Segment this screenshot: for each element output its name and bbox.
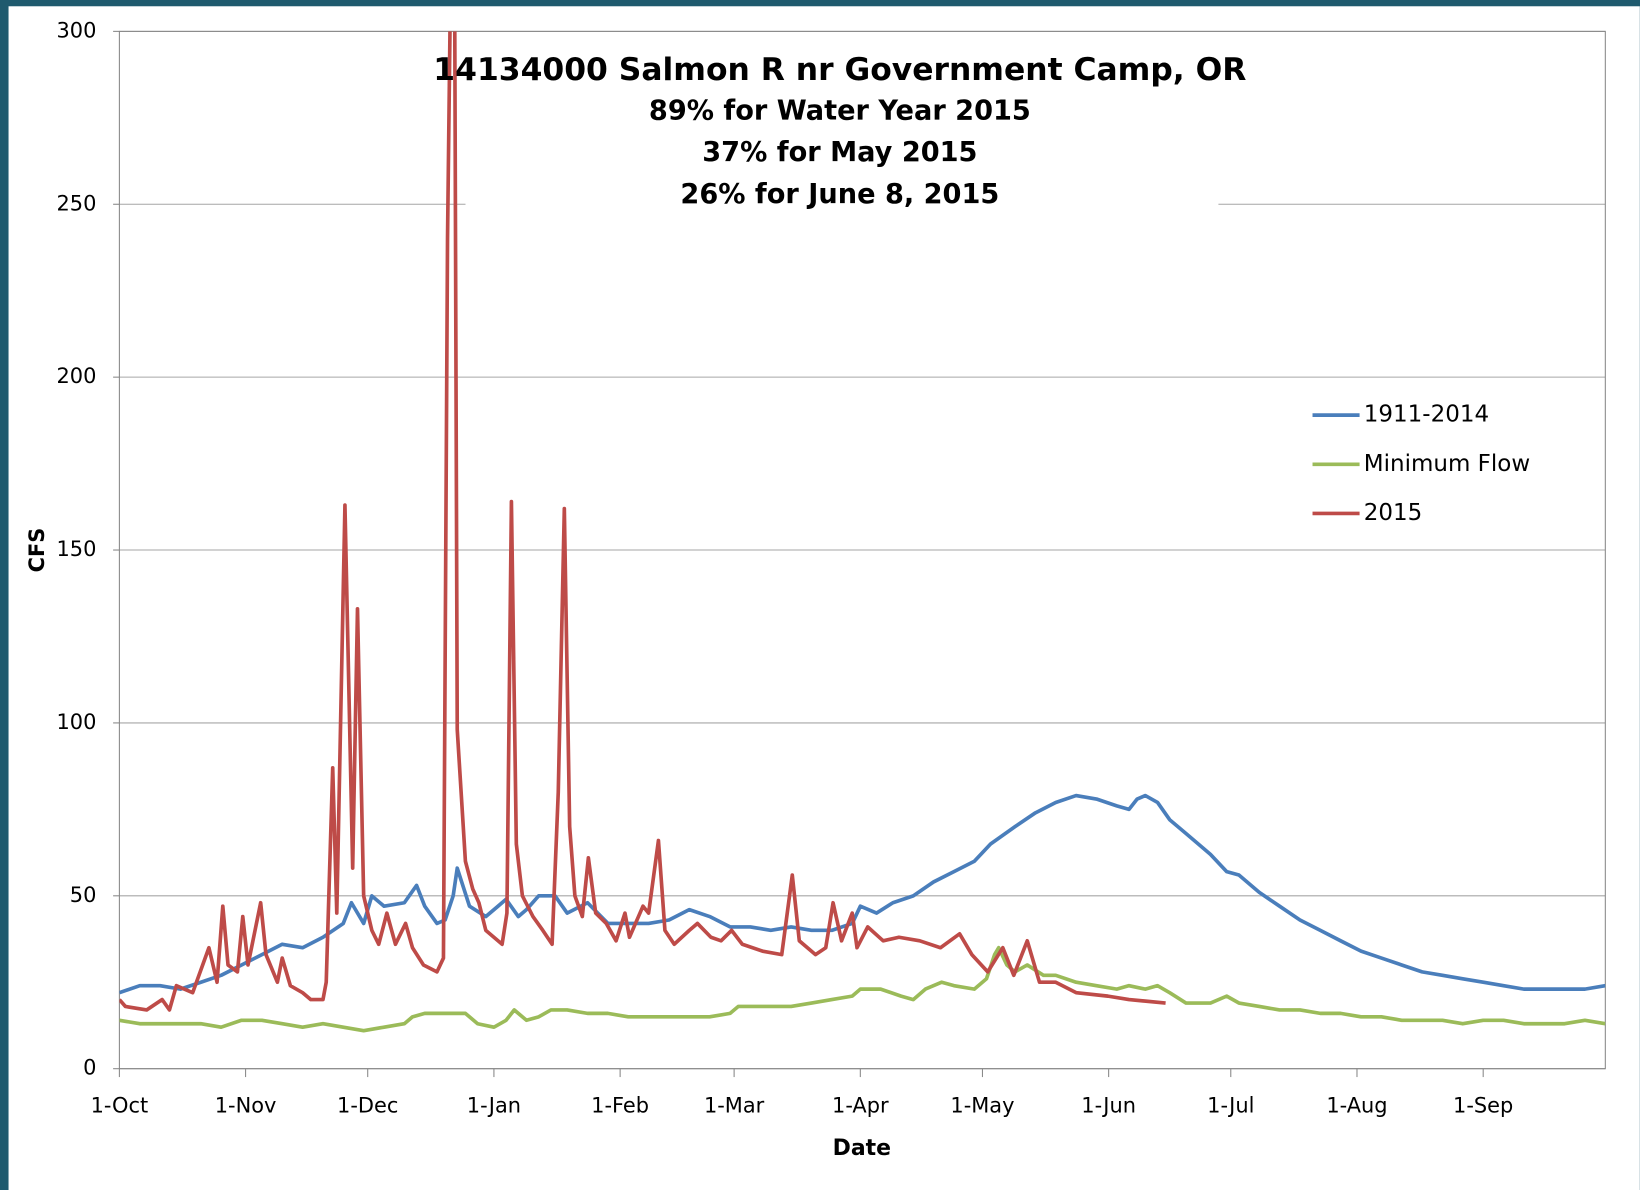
chart-title: 14134000 Salmon R nr Government Camp, OR [433, 52, 1246, 88]
subtitle: 26% for June 8, 2015 [680, 179, 999, 210]
y-tick-label: 250 [56, 191, 96, 215]
x-tick-label: 1-Aug [1326, 1093, 1387, 1117]
x-tick-label: 1-Jul [1207, 1093, 1254, 1117]
x-tick-label: 1-Mar [704, 1093, 765, 1117]
subtitle: 89% for Water Year 2015 [649, 95, 1031, 126]
y-tick-label: 200 [56, 364, 96, 388]
x-tick-label: 1-Jan [467, 1093, 521, 1117]
legend-label: 2015 [1364, 500, 1423, 526]
y-tick-label: 50 [70, 883, 97, 907]
title-background [465, 47, 1219, 225]
subtitle: 37% for May 2015 [702, 137, 977, 168]
data-line [119, 793, 1606, 995]
y-tick-label: 0 [83, 1056, 96, 1080]
y-tick-label: 300 [56, 18, 96, 42]
x-tick-label: 1-Oct [91, 1093, 149, 1117]
x-tick-label: 1-Nov [215, 1093, 277, 1117]
plot-border [118, 30, 1606, 1070]
data-line [119, 945, 1606, 1033]
x-tick-label: 1-Jun [1081, 1093, 1136, 1117]
data-line [119, 31, 1166, 1012]
x-tick-label: 1-Sep [1453, 1093, 1513, 1117]
y-tick-label: 100 [56, 710, 96, 734]
plot-area [119, 31, 1606, 1033]
legend-label: 1911-2014 [1364, 402, 1489, 428]
x-tick-label: 1-Apr [832, 1093, 889, 1117]
x-tick-label: 1-May [950, 1093, 1014, 1117]
legend-label: Minimum Flow [1364, 451, 1530, 477]
y-tick-label: 150 [56, 537, 96, 561]
x-axis-label: Date [833, 1136, 891, 1161]
x-tick-label: 1-Dec [337, 1093, 398, 1117]
x-tick-label: 1-Feb [591, 1093, 649, 1117]
y-axis-label: CFS [25, 528, 49, 573]
